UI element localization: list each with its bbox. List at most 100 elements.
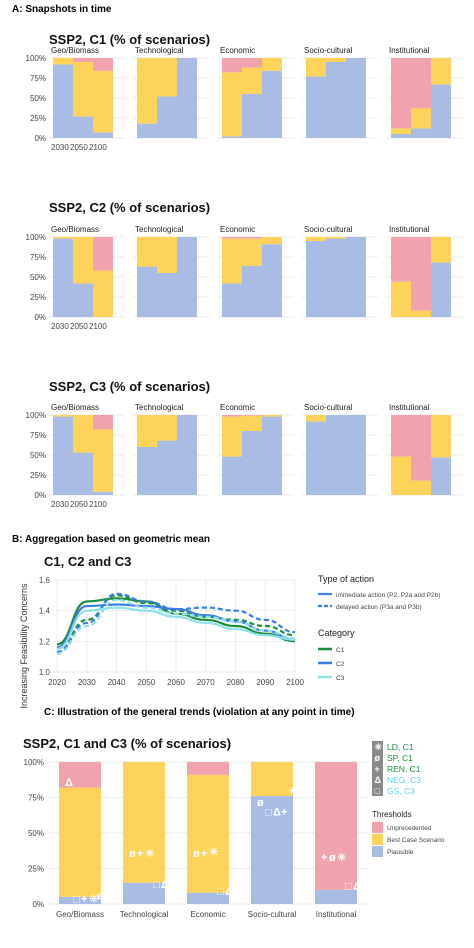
- bar-segment: [306, 421, 326, 495]
- bar-segment: [242, 237, 262, 239]
- panel-label: Socio-cultural: [304, 46, 353, 55]
- bar-segment: [177, 415, 197, 495]
- legend-label: delayed action (P3a and P3b): [336, 604, 422, 611]
- marker-ld: ✳: [89, 893, 98, 905]
- bar-segment: [326, 58, 346, 62]
- bar-segment: [157, 415, 177, 441]
- bar-segment: [411, 480, 431, 495]
- bar-segment: [53, 64, 73, 138]
- panel-label: Economic: [220, 46, 255, 55]
- panel-label: Geo/Biomass: [51, 403, 99, 412]
- bar-segment: [262, 237, 282, 245]
- bar-segment: [93, 270, 113, 317]
- bar-segment: [326, 237, 346, 239]
- bar-segment: [222, 238, 242, 284]
- marker-sp: ø: [129, 848, 136, 860]
- x-tick-label: 2090: [256, 678, 274, 687]
- bar-segment: [222, 58, 242, 73]
- bar-segment: [391, 456, 411, 495]
- bar-segment: [59, 787, 101, 897]
- bar-segment: [251, 762, 293, 797]
- marker-neg: Δ: [65, 777, 73, 789]
- legend-key: [372, 752, 383, 763]
- section-b-header: B: Aggregation based on geometric mean: [12, 534, 210, 545]
- bar-segment: [137, 415, 157, 447]
- panel-label: Technological: [135, 225, 184, 234]
- marker-sp: ø: [257, 797, 264, 809]
- y-tick-label: 1.2: [39, 637, 51, 646]
- panel-label: Institutional: [389, 403, 430, 412]
- bar-segment: [411, 58, 431, 109]
- bar-segment: [346, 415, 366, 495]
- y-tick-label: 50%: [30, 451, 46, 460]
- x-tick-label: 2060: [167, 678, 185, 687]
- bar-segment: [222, 72, 242, 137]
- bar-segment: [222, 136, 242, 138]
- legend-key: [372, 763, 383, 774]
- bar-segment: [59, 762, 101, 788]
- bar-segment: [123, 762, 165, 883]
- legend-key: [372, 774, 383, 785]
- bar-segment: [242, 431, 262, 495]
- x-tick-label: 2030: [78, 678, 96, 687]
- legend-label: Best Case Scenario: [387, 837, 445, 844]
- y-tick-label: 25%: [30, 471, 46, 480]
- marker-ld: ✳: [209, 846, 218, 858]
- bar-segment: [315, 889, 357, 904]
- x-tick-label: 2020: [48, 678, 66, 687]
- bar-segment: [242, 58, 262, 68]
- marker-neg: Δ: [225, 886, 233, 898]
- panel-label: Geo/Biomass: [51, 225, 99, 234]
- bar-segment: [431, 262, 451, 317]
- bar-segment: [93, 429, 113, 492]
- x-tick-label: 2030: [51, 143, 69, 152]
- panel-label: Geo/Biomass: [51, 46, 99, 55]
- legend-label: C2: [336, 661, 345, 668]
- bar-segment: [306, 415, 326, 422]
- bar-segment: [59, 896, 101, 904]
- legend-swatch: [372, 846, 383, 857]
- marker-gs: □: [345, 881, 352, 893]
- bar-segment: [242, 67, 262, 94]
- bar-segment: [262, 415, 282, 417]
- bar-segment: [431, 457, 451, 495]
- x-tick-label: 2030: [51, 322, 69, 331]
- bar-segment: [262, 416, 282, 495]
- bar-segment: [53, 415, 73, 417]
- x-tick-label: 2100: [89, 143, 107, 152]
- marker-neg: Δ: [161, 879, 169, 891]
- legend-swatch: [372, 834, 383, 845]
- y-tick-label: 0%: [34, 313, 46, 322]
- bar-segment: [157, 237, 177, 273]
- bar-segment: [187, 762, 229, 775]
- bar-segment: [123, 882, 165, 904]
- y-tick-label: 100%: [26, 54, 46, 63]
- legend-label: REN, C1: [387, 764, 421, 774]
- bar-segment: [222, 416, 242, 457]
- bar-segment: [53, 238, 73, 317]
- legend-swatch: [372, 822, 383, 833]
- bar-segment: [391, 128, 411, 134]
- x-tick-label: 2100: [89, 322, 107, 331]
- y-tick-label: 25%: [30, 293, 46, 302]
- legend-label: immediate action (P2, P2a and P2b): [336, 592, 440, 599]
- x-tick-label: Institutional: [316, 910, 357, 919]
- y-tick-label: 75%: [28, 794, 44, 803]
- y-tick-label: 1.0: [39, 668, 51, 677]
- bar-segment: [262, 244, 282, 317]
- y-tick-label: 0%: [32, 900, 44, 909]
- marker-sp: ø: [193, 848, 200, 860]
- marker-ren: +: [201, 848, 207, 860]
- legend-symbol: ø: [375, 753, 381, 763]
- bar-segment: [157, 96, 177, 138]
- panel-label: Institutional: [389, 46, 430, 55]
- bar-segment: [137, 266, 157, 317]
- marker-gs: □: [153, 879, 160, 891]
- y-tick-label: 100%: [26, 411, 46, 420]
- bar-segment: [391, 237, 411, 282]
- marker-ren: +: [137, 848, 143, 860]
- marker-gs: □: [217, 886, 224, 898]
- bar-segment: [391, 415, 411, 457]
- legend-symbol: □: [375, 786, 381, 796]
- y-tick-label: 0%: [34, 491, 46, 500]
